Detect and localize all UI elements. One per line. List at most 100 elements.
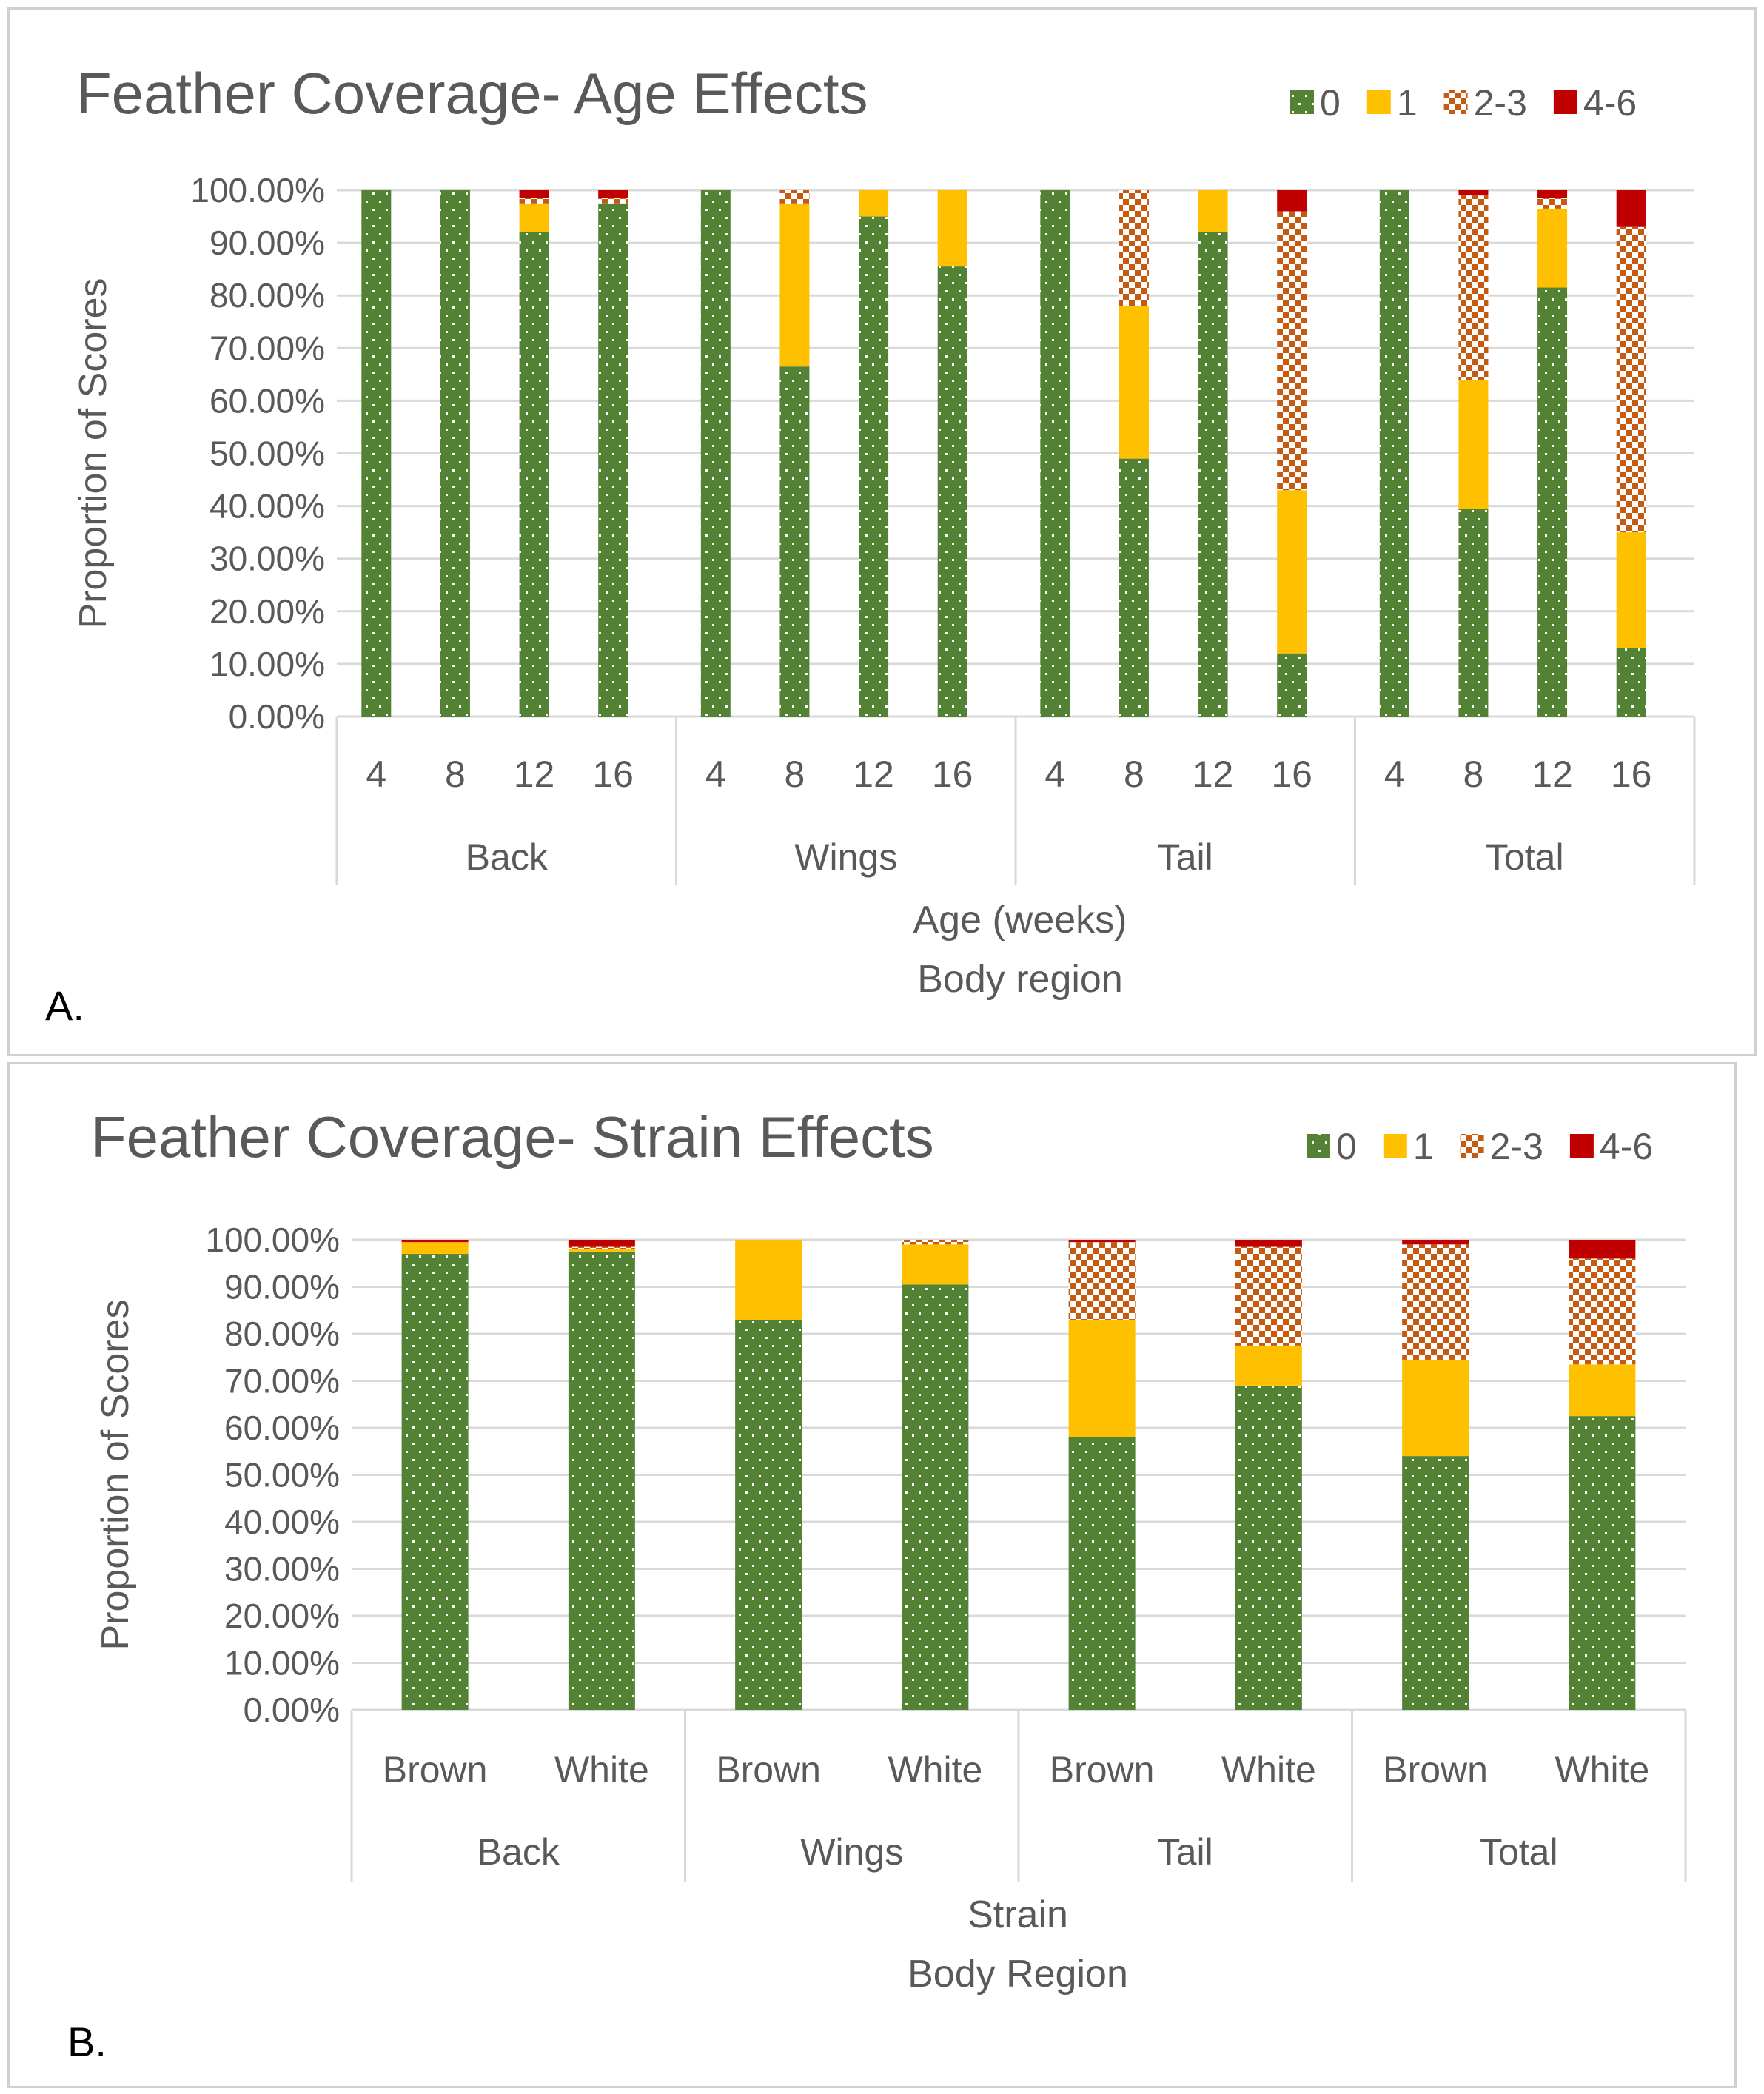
x-category-label: 4 — [366, 754, 386, 795]
x-group-label: Total — [1480, 1831, 1558, 1873]
x-category-label: 4 — [705, 754, 726, 795]
bar-wings-8-score-2-3 — [779, 190, 810, 204]
legend-swatch-2 — [1443, 90, 1468, 114]
bar-tail-4-score-0 — [1040, 190, 1070, 717]
bar-total-12-score-4-6 — [1537, 190, 1568, 198]
x-category-label: Brown — [383, 1749, 488, 1791]
x-category-label: Brown — [1383, 1749, 1488, 1791]
legend-swatch-3 — [1553, 90, 1577, 114]
x-category-label: 12 — [514, 754, 555, 795]
bar-wings-white-score-2-3 — [902, 1240, 969, 1245]
bar-tail-white-score-1 — [1235, 1345, 1302, 1386]
bar-total-white-score-4-6 — [1569, 1240, 1636, 1259]
bar-tail-brown-score-4-6 — [1068, 1240, 1136, 1243]
bar-wings-16-score-0 — [937, 266, 967, 717]
bar-tail-white-score-0 — [1235, 1385, 1302, 1710]
y-tick-label: 90.00% — [224, 1268, 340, 1306]
bar-back-brown-score-1 — [401, 1242, 469, 1255]
bar-tail-white-score-2-3 — [1235, 1246, 1302, 1346]
legend-label-1: 1 — [1413, 1126, 1434, 1167]
x-category-label: White — [554, 1749, 649, 1791]
bar-total-8-score-4-6 — [1458, 190, 1489, 196]
bar-back-white-score-1 — [568, 1249, 635, 1252]
bar-back-brown-score-0 — [401, 1254, 469, 1710]
bar-total-4-score-0 — [1379, 190, 1409, 717]
legend-swatch-3 — [1569, 1134, 1594, 1158]
y-tick-label: 40.00% — [224, 1503, 340, 1541]
bar-wings-8-score-1 — [779, 203, 810, 367]
x-category-label: White — [888, 1749, 982, 1791]
legend-label-3: 4-6 — [1600, 1126, 1653, 1167]
y-tick-label: 100.00% — [190, 171, 325, 209]
x-category-label: 16 — [1271, 754, 1312, 795]
legend-label-3: 4-6 — [1583, 82, 1637, 124]
bar-tail-12-score-1 — [1198, 190, 1228, 232]
bar-back-16-score-0 — [598, 203, 628, 717]
legend-label-1: 1 — [1397, 82, 1418, 124]
x-group-label: Back — [466, 836, 549, 878]
x-category-label: 12 — [1532, 754, 1573, 795]
x-axis-title-line-0: Strain — [967, 1893, 1068, 1936]
bar-total-16-score-1 — [1616, 532, 1646, 648]
bar-back-16-score-2-3 — [598, 198, 628, 204]
bar-wings-8-score-0 — [779, 366, 810, 717]
x-group-label: Wings — [800, 1831, 903, 1873]
bar-tail-12-score-0 — [1198, 232, 1228, 717]
legend-swatch-0 — [1290, 90, 1314, 114]
bar-tail-16-score-4-6 — [1277, 190, 1307, 212]
bar-total-16-score-0 — [1616, 648, 1646, 717]
x-category-label: 12 — [1193, 754, 1234, 795]
bar-tail-8-score-2-3 — [1119, 190, 1149, 306]
x-category-label: Brown — [716, 1749, 821, 1791]
bar-wings-white-score-1 — [902, 1244, 969, 1285]
bar-tail-16-score-0 — [1277, 653, 1307, 717]
y-tick-label: 80.00% — [224, 1315, 340, 1353]
x-axis-title-line-1: Body region — [917, 958, 1123, 1001]
y-tick-label: 10.00% — [224, 1644, 340, 1682]
legend-label-0: 0 — [1320, 82, 1341, 124]
x-group-label: Wings — [794, 836, 897, 878]
bar-tail-white-score-4-6 — [1235, 1240, 1302, 1247]
x-category-label: 4 — [1384, 754, 1405, 795]
x-category-label: 8 — [1463, 754, 1484, 795]
y-tick-label: 80.00% — [209, 276, 325, 315]
x-axis-title-line-0: Age (weeks) — [913, 899, 1127, 942]
bar-back-12-score-4-6 — [519, 190, 549, 198]
bar-back-brown-score-4-6 — [401, 1240, 469, 1243]
y-tick-label: 30.00% — [224, 1550, 340, 1588]
bar-back-white-score-2-3 — [568, 1246, 635, 1249]
bar-total-12-score-0 — [1537, 287, 1568, 717]
chart-title: Feather Coverage- Age Effects — [76, 61, 868, 126]
y-tick-label: 70.00% — [224, 1362, 340, 1400]
bar-wings-brown-score-1 — [735, 1240, 802, 1320]
y-tick-label: 0.00% — [229, 697, 325, 736]
y-tick-label: 60.00% — [224, 1409, 340, 1447]
x-category-label: 4 — [1044, 754, 1065, 795]
bar-wings-12-score-1 — [859, 190, 889, 217]
bar-back-16-score-4-6 — [598, 190, 628, 198]
bar-wings-brown-score-0 — [735, 1319, 802, 1710]
bar-total-8-score-2-3 — [1458, 195, 1489, 380]
bar-total-12-score-2-3 — [1537, 198, 1568, 209]
legend-label-0: 0 — [1336, 1126, 1357, 1167]
legend-swatch-1 — [1366, 90, 1391, 114]
legend-swatch-0 — [1307, 1134, 1330, 1158]
bar-tail-8-score-0 — [1119, 458, 1149, 717]
bar-total-8-score-1 — [1458, 379, 1489, 509]
x-category-label: 16 — [932, 754, 973, 795]
legend-label-2: 2-3 — [1474, 82, 1527, 124]
age-effects-chart: A. Feather Coverage- Age Effects 0 1 2-3 4-6 0… — [45, 61, 1696, 1029]
bar-total-16-score-4-6 — [1616, 190, 1646, 227]
bar-total-white-score-2-3 — [1569, 1258, 1636, 1365]
y-tick-label: 90.00% — [209, 224, 325, 262]
panel-label: B. — [67, 2019, 107, 2065]
x-category-label: White — [1221, 1749, 1316, 1791]
strain-effects-chart: B. Feather Coverage- Strain Effects 0 1 2-3 4… — [67, 1104, 1687, 2065]
x-category-label: 8 — [1124, 754, 1144, 795]
panel-label: A. — [45, 982, 84, 1029]
x-category-label: 16 — [1611, 754, 1652, 795]
y-tick-label: 50.00% — [209, 434, 325, 473]
bar-total-brown-score-2-3 — [1402, 1244, 1469, 1360]
bar-wings-16-score-1 — [937, 190, 967, 267]
bar-back-4-score-0 — [361, 190, 392, 717]
